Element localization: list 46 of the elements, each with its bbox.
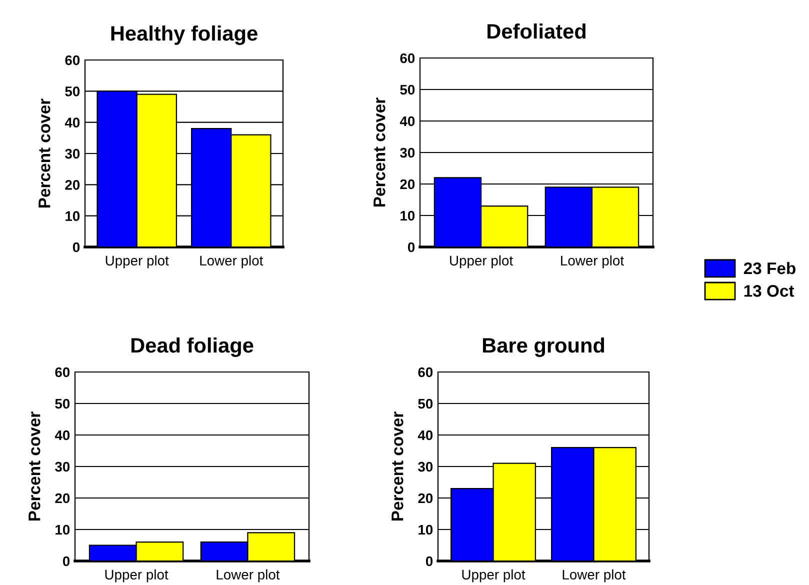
chart-title: Healthy foliage	[111, 25, 258, 45]
y-tick-label: 0	[62, 556, 70, 566]
y-tick-label: 10	[56, 524, 70, 535]
legend-label: 23 Feb	[744, 262, 796, 274]
y-tick-label: 0	[72, 242, 80, 252]
y-tick-label: 40	[418, 430, 433, 440]
y-tick-label: 50	[55, 398, 70, 409]
y-tick-label: 50	[400, 84, 415, 95]
chart-title: Bare ground	[482, 337, 604, 357]
x-tick-label: Lower plot	[562, 569, 626, 582]
y-axis-title: Percent cover	[28, 412, 40, 521]
x-tick-label: Upper plot	[106, 255, 169, 268]
y-tick-label: 10	[400, 210, 415, 221]
y-tick-label: 50	[418, 398, 433, 409]
x-tick-label: Upper plot	[462, 569, 526, 582]
y-tick-label: 60	[55, 367, 70, 378]
x-tick-label: Upper plot	[450, 255, 513, 268]
y-tick-label: 0	[408, 242, 415, 252]
y-tick-label: 20	[418, 493, 433, 504]
y-axis-title: Percent cover	[38, 98, 50, 208]
y-tick-label: 20	[55, 493, 70, 504]
x-tick-label: Lower plot	[200, 255, 264, 268]
y-tick-label: 40	[64, 118, 80, 128]
y-tick-label: 30	[65, 148, 80, 159]
y-tick-label: 20	[65, 180, 80, 190]
y-tick-label: 40	[400, 116, 415, 126]
y-tick-label: 40	[54, 430, 70, 440]
y-axis-title: Percent cover	[374, 98, 386, 207]
chart-title: Defoliated	[488, 23, 586, 39]
x-tick-label: Lower plot	[216, 569, 280, 582]
y-tick-label: 30	[400, 148, 415, 158]
chart-title: Dead foliage	[131, 337, 254, 357]
y-tick-label: 60	[418, 367, 433, 378]
x-tick-label: Upper plot	[105, 569, 168, 582]
y-tick-label: 10	[418, 524, 433, 535]
legend-label: 13 Oct	[744, 285, 794, 297]
y-tick-label: 50	[65, 86, 80, 96]
x-tick-label: Lower plot	[561, 255, 624, 268]
y-tick-label: 60	[400, 53, 415, 64]
y-tick-label: 10	[66, 211, 80, 222]
y-tick-label: 30	[418, 462, 433, 472]
y-tick-label: 0	[426, 556, 433, 566]
y-tick-label: 20	[400, 179, 415, 190]
y-tick-label: 30	[55, 462, 70, 472]
y-tick-label: 60	[65, 55, 80, 66]
y-axis-title: Percent cover	[392, 412, 404, 521]
